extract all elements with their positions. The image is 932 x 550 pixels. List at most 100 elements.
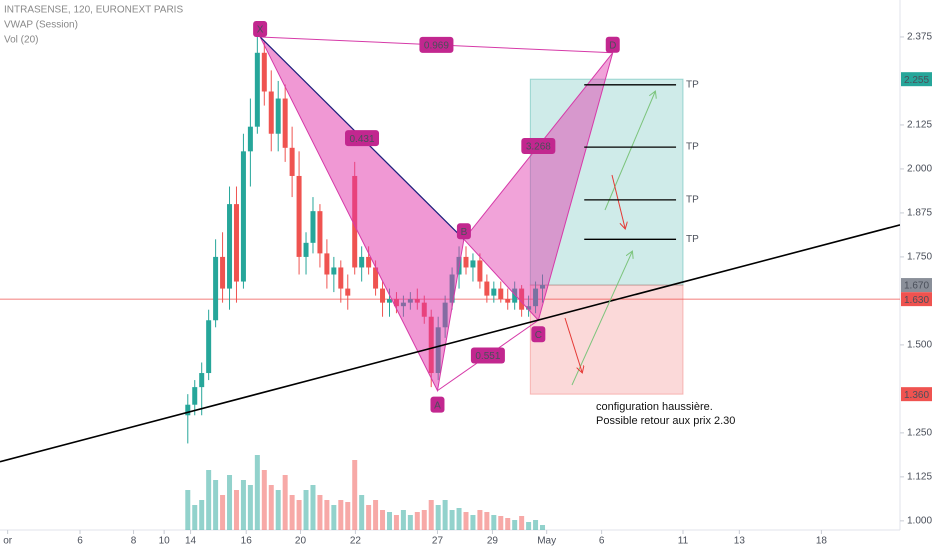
- price-tag: [901, 292, 932, 307]
- volume-bar: [275, 490, 281, 530]
- candle-body: [540, 285, 546, 289]
- volume-bar: [199, 500, 205, 530]
- candle-body: [338, 267, 344, 289]
- candle-body: [324, 253, 330, 275]
- volume-bar: [407, 515, 413, 530]
- x-tick-label: 22: [350, 536, 362, 547]
- candle-body: [484, 281, 490, 296]
- volume-bar: [456, 508, 462, 530]
- volume-bar: [254, 455, 260, 530]
- x-tick-label: 6: [599, 536, 605, 547]
- volume-bar: [352, 460, 358, 530]
- ratio-box: [470, 347, 505, 364]
- pattern-point-label: B: [461, 227, 468, 238]
- x-tick-label: 10: [159, 536, 171, 547]
- candle-body: [268, 91, 274, 134]
- volume-bar: [421, 510, 427, 530]
- candle-body: [227, 204, 233, 289]
- price-axis: [900, 0, 932, 550]
- price-tag-label: 1.360: [904, 390, 929, 401]
- y-tick-label: 1.125: [907, 471, 932, 482]
- volume-bar: [345, 502, 351, 530]
- x-tick-label: 20: [295, 536, 307, 547]
- candle-body: [519, 288, 525, 310]
- volume-bar: [505, 518, 511, 530]
- volume-bar: [428, 500, 434, 530]
- y-tick-label: 2.000: [907, 164, 932, 175]
- trendline: [0, 224, 900, 463]
- volume-bar: [324, 500, 330, 530]
- plot: [0, 28, 900, 530]
- volume-bar: [303, 490, 309, 530]
- x-tick-label: 16: [241, 536, 253, 547]
- volume-bar: [268, 485, 274, 530]
- volume-bar: [484, 512, 490, 530]
- price-tag-label: 2.255: [904, 75, 929, 86]
- candle-body: [317, 211, 323, 254]
- annotation: configuration haussière.: [596, 401, 713, 413]
- volume-bar: [491, 515, 497, 530]
- candle-body: [380, 288, 386, 303]
- pattern-point-box: [456, 223, 471, 240]
- candle-body: [463, 256, 469, 268]
- candle-body: [247, 126, 253, 152]
- candle-body: [373, 267, 379, 289]
- volume-bar: [470, 515, 476, 530]
- x-tick-label: 14: [185, 536, 197, 547]
- volume-bar: [463, 512, 469, 530]
- y-tick-label: 1.000: [907, 515, 932, 526]
- volume-bar: [359, 495, 365, 530]
- target-label: TP: [686, 234, 699, 245]
- volume-bar: [366, 505, 372, 530]
- ratio-label: 3.268: [526, 142, 551, 153]
- volume-bar: [519, 516, 525, 530]
- price-tag-label: 1.630: [904, 295, 929, 306]
- volume-bar: [206, 470, 212, 530]
- candle-body: [470, 260, 476, 268]
- volume-bar: [477, 510, 483, 530]
- target-label: TP: [686, 79, 699, 90]
- volume-bar: [289, 495, 295, 530]
- volume-bar: [393, 515, 399, 530]
- target-label: TP: [686, 195, 699, 206]
- x-tick-label: 27: [432, 536, 444, 547]
- candle-body: [254, 52, 260, 127]
- volume-bar: [213, 480, 219, 530]
- candle-body: [366, 256, 372, 268]
- volume-bar: [380, 510, 386, 530]
- pattern-point-label: C: [535, 330, 542, 341]
- volume-bar: [310, 485, 316, 530]
- price-tag: [901, 72, 932, 87]
- volume-bar: [442, 500, 448, 530]
- arrow: [571, 252, 632, 386]
- candle-body: [526, 306, 532, 310]
- candle-body: [220, 256, 226, 289]
- candle-body: [199, 373, 205, 388]
- x-tick-label: 18: [816, 536, 828, 547]
- volume-bar: [526, 522, 532, 530]
- volume-bar: [498, 516, 504, 530]
- annotation: Possible retour aux prix 2.30: [596, 415, 735, 427]
- indicator: Vol (20): [4, 35, 38, 46]
- header-title: INTRASENSE, 120, EURONEXT PARIS: [4, 5, 183, 16]
- candle-body: [206, 320, 212, 374]
- volume-bar: [282, 475, 288, 530]
- volume-bar: [220, 495, 226, 530]
- volume-bar: [400, 510, 406, 530]
- volume-bar: [338, 500, 344, 530]
- price-tag: [901, 387, 932, 402]
- candle-body: [213, 256, 219, 321]
- volume-bar: [192, 505, 198, 530]
- candle-body: [282, 98, 288, 148]
- stop-zone: [529, 284, 684, 395]
- candle-body: [296, 175, 302, 257]
- volume-bar: [373, 500, 379, 530]
- candle-body: [359, 256, 365, 268]
- candle-body: [275, 98, 281, 134]
- volume-bar: [331, 505, 337, 530]
- volume-bar: [247, 485, 253, 530]
- x-tick-label: May: [537, 536, 556, 547]
- volume-bar: [540, 525, 546, 530]
- volume-bar: [261, 470, 267, 530]
